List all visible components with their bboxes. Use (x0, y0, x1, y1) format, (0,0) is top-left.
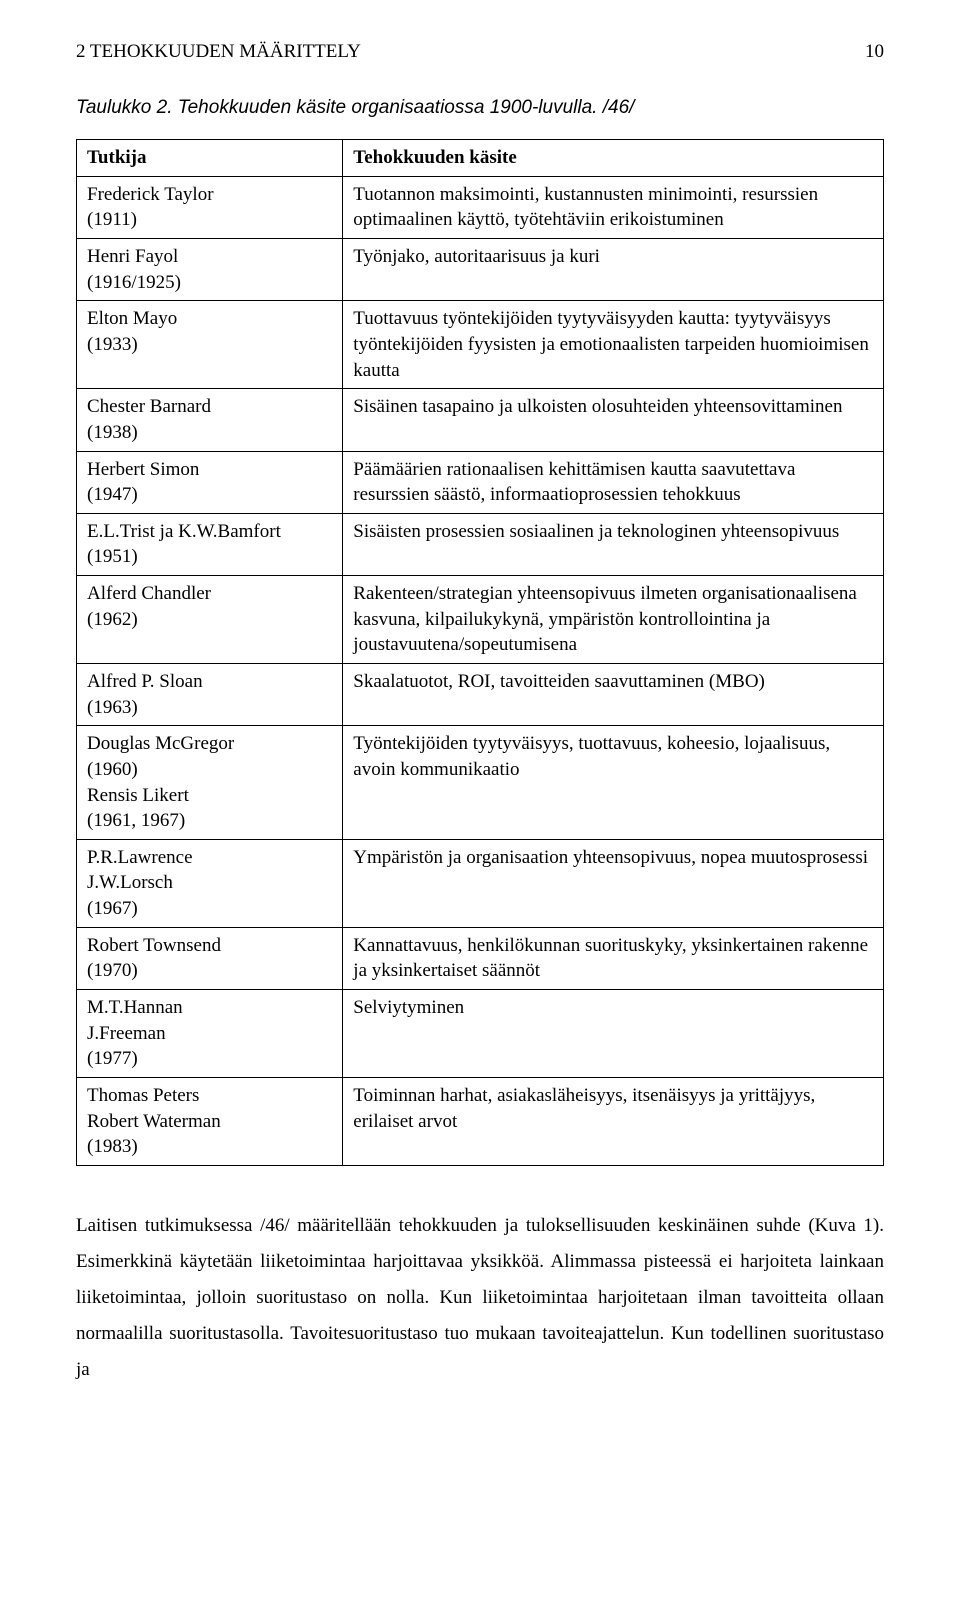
cell-concept: Sisäisten prosessien sosiaalinen ja tekn… (343, 513, 884, 575)
cell-concept: Kannattavuus, henkilökunnan suorituskyky… (343, 927, 884, 989)
cell-concept: Selviytyminen (343, 990, 884, 1078)
cell-concept: Työnjako, autoritaarisuus ja kuri (343, 239, 884, 301)
table-row: Chester Barnard(1938)Sisäinen tasapaino … (77, 389, 884, 451)
cell-researcher: Robert Townsend(1970) (77, 927, 343, 989)
cell-researcher: P.R.LawrenceJ.W.Lorsch(1967) (77, 839, 343, 927)
table-row: Douglas McGregor(1960)Rensis Likert(1961… (77, 726, 884, 840)
section-label: 2 TEHOKKUUDEN MÄÄRITTELY (76, 38, 361, 66)
cell-researcher: Alfred P. Sloan(1963) (77, 663, 343, 725)
table-row: Elton Mayo(1933)Tuottavuus työntekijöide… (77, 301, 884, 389)
table-caption: Taulukko 2. Tehokkuuden käsite organisaa… (76, 94, 884, 122)
cell-concept: Toiminnan harhat, asiakasläheisyys, itse… (343, 1077, 884, 1165)
cell-concept: Rakenteen/strategian yhteensopivuus ilme… (343, 576, 884, 664)
table-row: Herbert Simon(1947)Päämäärien rationaali… (77, 451, 884, 513)
cell-researcher: Chester Barnard(1938) (77, 389, 343, 451)
cell-researcher: Alferd Chandler(1962) (77, 576, 343, 664)
table-row: Alfred P. Sloan(1963)Skaalatuotot, ROI, … (77, 663, 884, 725)
cell-concept: Tuotannon maksimointi, kustannusten mini… (343, 176, 884, 238)
cell-researcher: Elton Mayo(1933) (77, 301, 343, 389)
table-row: Henri Fayol(1916/1925)Työnjako, autorita… (77, 239, 884, 301)
cell-researcher: M.T.HannanJ.Freeman(1977) (77, 990, 343, 1078)
cell-researcher: Frederick Taylor(1911) (77, 176, 343, 238)
cell-concept: Sisäinen tasapaino ja ulkoisten olosuhte… (343, 389, 884, 451)
cell-researcher: Thomas PetersRobert Waterman(1983) (77, 1077, 343, 1165)
cell-researcher: Henri Fayol(1916/1925) (77, 239, 343, 301)
cell-researcher: E.L.Trist ja K.W.Bamfort(1951) (77, 513, 343, 575)
page-header: 2 TEHOKKUUDEN MÄÄRITTELY 10 (76, 38, 884, 66)
table-row: M.T.HannanJ.Freeman(1977)Selviytyminen (77, 990, 884, 1078)
cell-researcher: Herbert Simon(1947) (77, 451, 343, 513)
page-number: 10 (865, 38, 884, 66)
cell-concept: Päämäärien rationaalisen kehittämisen ka… (343, 451, 884, 513)
cell-concept: Skaalatuotot, ROI, tavoitteiden saavutta… (343, 663, 884, 725)
cell-concept: Työntekijöiden tyytyväisyys, tuottavuus,… (343, 726, 884, 840)
table-row: E.L.Trist ja K.W.Bamfort(1951)Sisäisten … (77, 513, 884, 575)
body-paragraph-block: Laitisen tutkimuksessa /46/ määritellään… (76, 1208, 884, 1388)
table-row: Frederick Taylor(1911)Tuotannon maksimoi… (77, 176, 884, 238)
table-row: Thomas PetersRobert Waterman(1983)Toimin… (77, 1077, 884, 1165)
cell-researcher: Douglas McGregor(1960)Rensis Likert(1961… (77, 726, 343, 840)
col-header-concept: Tehokkuuden käsite (343, 140, 884, 177)
cell-concept: Tuottavuus työntekijöiden tyytyväisyyden… (343, 301, 884, 389)
cell-concept: Ympäristön ja organisaation yhteensopivu… (343, 839, 884, 927)
body-paragraph: Laitisen tutkimuksessa /46/ määritellään… (76, 1208, 884, 1388)
col-header-researcher: Tutkija (77, 140, 343, 177)
table-row: Alferd Chandler(1962)Rakenteen/strategia… (77, 576, 884, 664)
table-row: Robert Townsend(1970)Kannattavuus, henki… (77, 927, 884, 989)
table-row: P.R.LawrenceJ.W.Lorsch(1967)Ympäristön j… (77, 839, 884, 927)
efficiency-table: Tutkija Tehokkuuden käsite Frederick Tay… (76, 139, 884, 1166)
